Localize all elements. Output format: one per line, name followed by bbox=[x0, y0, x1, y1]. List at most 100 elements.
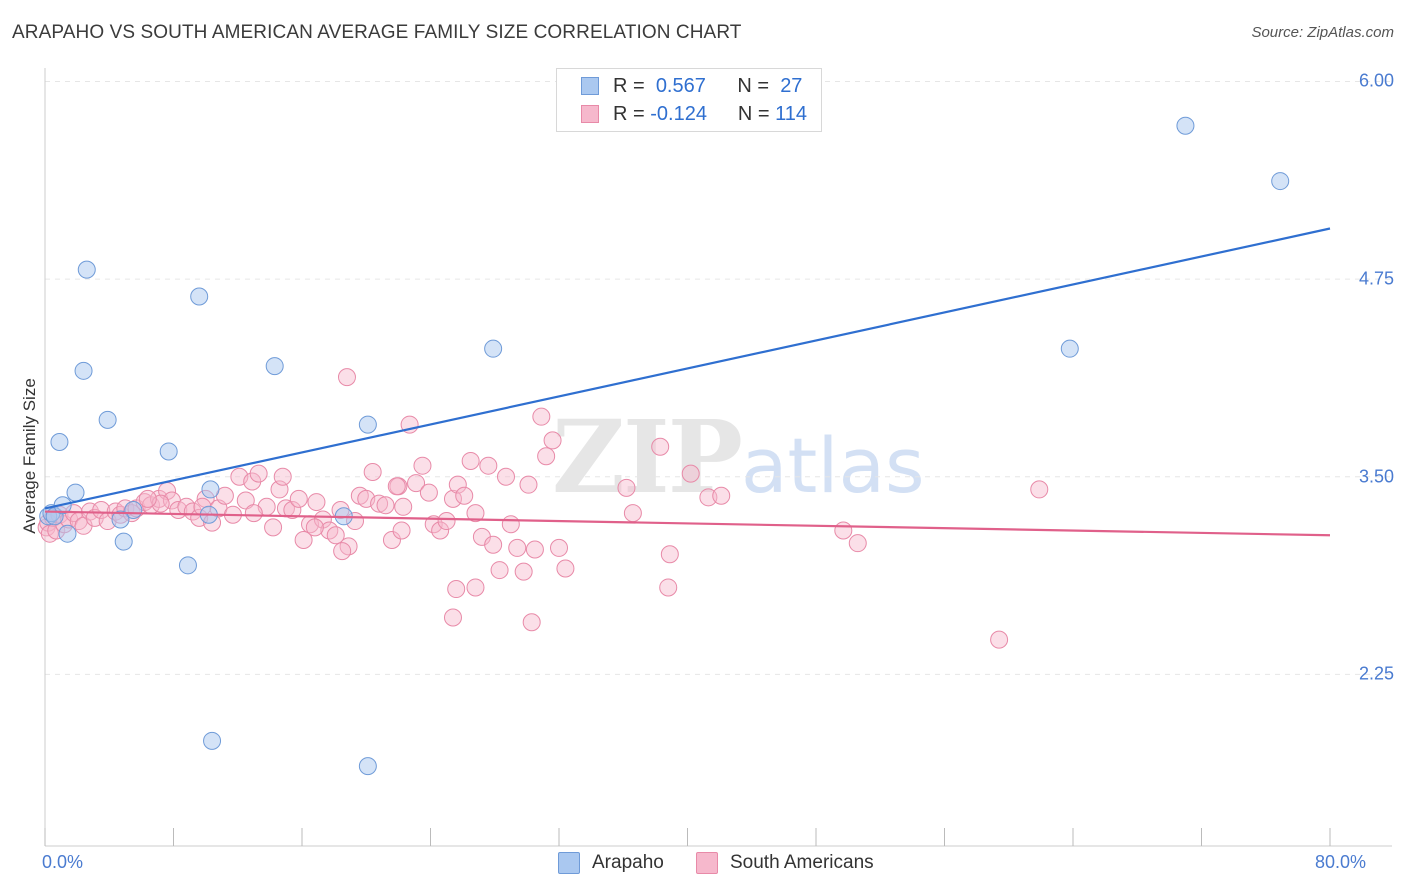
south-point-64 bbox=[419, 483, 438, 502]
legend-swatch-arapaho bbox=[581, 77, 599, 95]
gridlines bbox=[45, 80, 1392, 675]
south-point-100 bbox=[712, 486, 731, 505]
x-tick-min: 0.0% bbox=[42, 852, 84, 872]
chart-title: ARAPAHO VS SOUTH AMERICAN AVERAGE FAMILY… bbox=[12, 22, 742, 43]
south-point-62 bbox=[407, 474, 426, 493]
south-point-98 bbox=[681, 464, 700, 483]
south-point-91 bbox=[522, 613, 541, 632]
legend-swatch-south bbox=[581, 105, 599, 123]
source-label: Source: ZipAtlas.com bbox=[1251, 24, 1394, 41]
south-point-26 bbox=[177, 497, 196, 516]
south-point-39 bbox=[264, 518, 283, 537]
south-point-66 bbox=[431, 521, 450, 540]
arapaho-point-9 bbox=[98, 410, 117, 429]
south-point-101 bbox=[834, 521, 853, 540]
legend-n-label: N = bbox=[737, 102, 770, 125]
arapaho-trend-line bbox=[44, 227, 1331, 510]
arapaho-point-12 bbox=[159, 442, 178, 461]
bottom-legend-south: South Americans bbox=[696, 852, 874, 874]
south-point-44 bbox=[294, 531, 313, 550]
legend-r-value: -0.124 bbox=[650, 102, 707, 125]
south-point-80 bbox=[514, 562, 533, 581]
south-point-42 bbox=[283, 500, 302, 519]
arapaho-point-24 bbox=[1271, 172, 1290, 191]
south-point-97 bbox=[659, 578, 678, 597]
bottom-legend-label-arapaho: Arapaho bbox=[592, 852, 664, 873]
south-point-112 bbox=[333, 542, 352, 561]
south-point-92 bbox=[337, 368, 356, 387]
axes bbox=[44, 68, 1392, 847]
south-point-106 bbox=[244, 504, 263, 523]
south-point-43 bbox=[289, 489, 308, 508]
legend-row-arapaho: R = 0.567 N = 27 bbox=[581, 73, 802, 99]
south-point-75 bbox=[484, 535, 503, 554]
south-point-58 bbox=[382, 531, 401, 550]
south-point-35 bbox=[236, 491, 255, 510]
south-point-103 bbox=[990, 630, 1009, 649]
y-tick-label-2: 4.75 bbox=[1358, 268, 1394, 289]
south-point-82 bbox=[525, 540, 544, 559]
south-point-77 bbox=[496, 467, 515, 486]
south-point-51 bbox=[339, 537, 358, 556]
south-point-110 bbox=[273, 467, 292, 486]
south-point-67 bbox=[437, 512, 456, 531]
south-point-69 bbox=[448, 475, 467, 494]
y-tick-label-0: 2.25 bbox=[1358, 663, 1394, 684]
watermark-atlas: atlas bbox=[740, 421, 925, 510]
south-point-84 bbox=[537, 447, 556, 466]
south-point-72 bbox=[466, 504, 485, 523]
trend-lines bbox=[44, 227, 1331, 537]
south-point-55 bbox=[363, 463, 382, 482]
y-tick-label-1: 3.50 bbox=[1358, 466, 1394, 487]
arapaho-point-10 bbox=[114, 532, 133, 551]
south-point-94 bbox=[623, 504, 642, 523]
y-axis-label: Average Family Size bbox=[20, 378, 39, 534]
legend-n-value: 27 bbox=[780, 74, 803, 97]
arapaho-point-18 bbox=[265, 357, 284, 376]
y-tick-label-3: 6.00 bbox=[1358, 70, 1394, 91]
south-point-81 bbox=[519, 475, 538, 494]
south-point-86 bbox=[550, 538, 568, 557]
arapaho-point-20 bbox=[358, 415, 377, 434]
bottom-legend-swatch-south bbox=[696, 852, 718, 874]
south-point-76 bbox=[490, 561, 509, 580]
arapaho-point-23 bbox=[1176, 116, 1195, 135]
south-point-78 bbox=[501, 515, 520, 534]
south-americans-trend-line bbox=[44, 510, 1331, 537]
south-point-83 bbox=[532, 407, 551, 426]
south-point-87 bbox=[556, 559, 575, 578]
arapaho-point-14 bbox=[190, 287, 209, 306]
legend-r-label: R = bbox=[613, 74, 645, 97]
south-point-63 bbox=[413, 456, 432, 475]
arapaho-point-5 bbox=[58, 524, 77, 543]
arapaho-point-13 bbox=[178, 556, 197, 575]
south-point-48 bbox=[320, 521, 339, 540]
arapaho-point-3 bbox=[50, 432, 69, 451]
bottom-legend-arapaho: Arapaho bbox=[558, 852, 664, 874]
south-point-96 bbox=[651, 437, 670, 456]
x-tick-max: 80.0% bbox=[1314, 852, 1366, 872]
bottom-legend-swatch-arapaho bbox=[558, 852, 580, 874]
legend: R = 0.567 N = 27 R = -0.124 N = 114 bbox=[556, 68, 822, 132]
south-point-85 bbox=[543, 431, 562, 450]
arapaho-point-16 bbox=[201, 480, 220, 499]
legend-r-label: R = bbox=[613, 102, 645, 125]
south-point-99 bbox=[699, 488, 718, 507]
bottom-legend-label-south: South Americans bbox=[730, 852, 874, 873]
legend-n-label: N = bbox=[737, 74, 770, 97]
south-point-56 bbox=[370, 494, 389, 513]
arapaho-point-17 bbox=[203, 731, 222, 750]
arapaho-points bbox=[39, 116, 1290, 776]
south-point-57 bbox=[376, 496, 395, 515]
arapaho-point-22 bbox=[484, 339, 503, 358]
south-point-49 bbox=[326, 526, 345, 545]
south-americans-points bbox=[37, 368, 1049, 649]
south-point-74 bbox=[479, 456, 498, 475]
legend-row-south: R = -0.124 N = 114 bbox=[581, 101, 807, 127]
south-point-89 bbox=[443, 608, 462, 627]
south-point-104 bbox=[1030, 480, 1049, 499]
watermark-zip: ZIP bbox=[552, 398, 743, 516]
south-point-113 bbox=[387, 477, 406, 496]
south-point-95 bbox=[660, 545, 679, 564]
